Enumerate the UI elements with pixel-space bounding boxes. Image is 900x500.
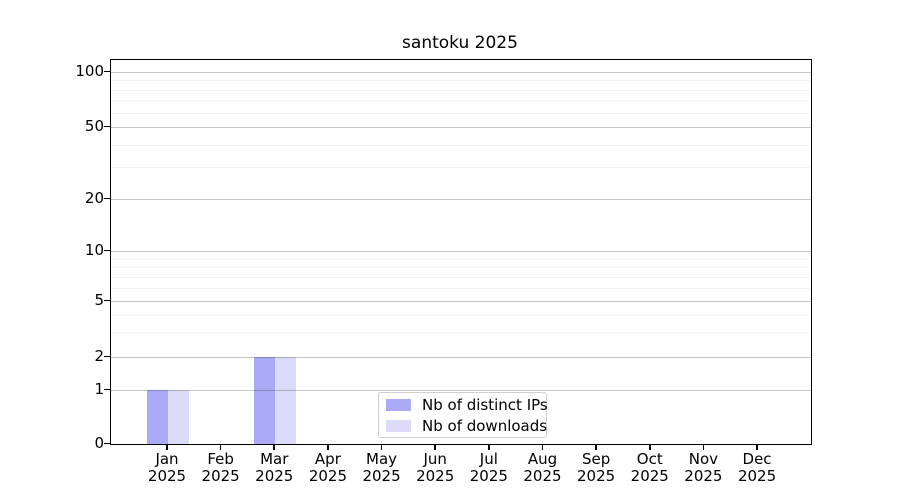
y-tick-label: 20 (84, 189, 104, 207)
legend-entry: Nb of distinct IPs (386, 395, 548, 414)
legend-entry: Nb of downloads (386, 416, 548, 435)
x-tick-label-oct: Oct 2025 (618, 451, 682, 485)
month-label: Mar (260, 450, 289, 468)
y-tick-label: 5 (94, 291, 104, 309)
year-label: 2025 (523, 467, 562, 485)
month-label: Jun (423, 450, 447, 468)
minor-gridline (111, 89, 811, 91)
bar-jan-downloads (168, 390, 189, 444)
minor-gridline (111, 276, 811, 278)
y-tick-label: 50 (84, 117, 104, 135)
x-tick-label-nov: Nov 2025 (671, 451, 735, 485)
x-tick-mark (380, 444, 383, 450)
minor-gridline (111, 167, 811, 169)
minor-gridline (111, 112, 811, 114)
major-gridline (111, 301, 811, 302)
x-tick-label-feb: Feb 2025 (189, 451, 253, 485)
year-label: 2025 (255, 467, 294, 485)
y-tick-mark (104, 70, 110, 73)
x-tick-label-jun: Jun 2025 (403, 451, 467, 485)
y-tick-mark (104, 355, 110, 358)
month-label: Oct (636, 450, 663, 468)
bar-mar-downloads (275, 357, 297, 444)
legend: Nb of distinct IPs Nb of downloads (378, 392, 548, 438)
month-label: May (366, 450, 398, 468)
month-label: Aug (527, 450, 558, 468)
x-tick-mark (219, 444, 222, 450)
major-gridline (111, 127, 811, 128)
year-label: 2025 (147, 467, 187, 485)
bar-mar-ips (254, 357, 276, 444)
year-label: 2025 (684, 467, 723, 485)
x-tick-label-jul: Jul 2025 (457, 451, 521, 485)
chart-title: santoku 2025 (402, 33, 518, 53)
y-tick-mark (104, 249, 110, 252)
major-gridline (111, 251, 811, 252)
month-label: Jul (479, 450, 498, 468)
x-tick-mark (166, 444, 168, 450)
month-label: Sep (581, 450, 611, 468)
month-label: Dec (742, 450, 772, 468)
x-tick-label-dec: Dec 2025 (725, 451, 789, 485)
year-label: 2025 (577, 467, 616, 485)
x-tick-mark (273, 444, 276, 450)
x-tick-mark (434, 444, 436, 450)
year-label: 2025 (201, 467, 240, 485)
year-label: 2025 (362, 467, 401, 485)
legend-swatch (386, 398, 411, 411)
y-tick-mark (104, 388, 110, 391)
minor-gridline (111, 80, 811, 82)
year-label: 2025 (469, 467, 508, 485)
year-label: 2025 (416, 467, 455, 485)
y-tick-label: 2 (94, 347, 104, 365)
month-label: Nov (688, 450, 719, 468)
major-gridline (111, 199, 811, 200)
x-tick-mark (327, 444, 329, 450)
minor-gridline (111, 100, 811, 102)
y-tick-label: 1 (94, 380, 104, 398)
x-tick-mark (488, 444, 490, 450)
minor-gridline (111, 287, 811, 289)
x-tick-label-sep: Sep 2025 (564, 451, 628, 485)
legend-label: Nb of distinct IPs (422, 395, 548, 414)
y-tick-label: 0 (94, 434, 104, 452)
bar-jan-ips (147, 390, 168, 444)
plot-area (110, 59, 812, 445)
minor-gridline (111, 267, 811, 269)
major-gridline (111, 357, 811, 358)
x-tick-label-aug: Aug 2025 (510, 451, 574, 485)
x-tick-label-mar: Mar 2025 (242, 451, 306, 485)
x-tick-mark (595, 444, 597, 450)
y-tick-label: 100 (75, 62, 104, 80)
x-tick-mark (756, 444, 758, 450)
y-tick-mark (104, 299, 110, 302)
y-tick-mark (104, 125, 110, 128)
y-tick-mark (104, 442, 110, 445)
year-label: 2025 (308, 467, 347, 485)
year-label: 2025 (737, 467, 777, 485)
y-tick-mark (104, 197, 110, 200)
month-label: Feb (207, 450, 234, 468)
month-label: Jan (155, 450, 179, 468)
major-gridline (111, 72, 811, 73)
minor-gridline (111, 332, 811, 334)
x-tick-mark (702, 444, 705, 450)
x-tick-label-may: May 2025 (350, 451, 414, 485)
legend-swatch (386, 419, 411, 432)
x-tick-label-jan: Jan 2025 (135, 451, 199, 485)
year-label: 2025 (630, 467, 669, 485)
y-tick-label: 10 (84, 241, 104, 259)
minor-gridline (111, 314, 811, 316)
minor-gridline (111, 258, 811, 260)
major-gridline (111, 390, 811, 391)
month-label: Apr (314, 450, 341, 468)
legend-label: Nb of downloads (422, 416, 548, 435)
x-tick-mark (541, 444, 544, 450)
x-tick-label-apr: Apr 2025 (296, 451, 360, 485)
minor-gridline (111, 144, 811, 146)
x-tick-mark (648, 444, 651, 450)
